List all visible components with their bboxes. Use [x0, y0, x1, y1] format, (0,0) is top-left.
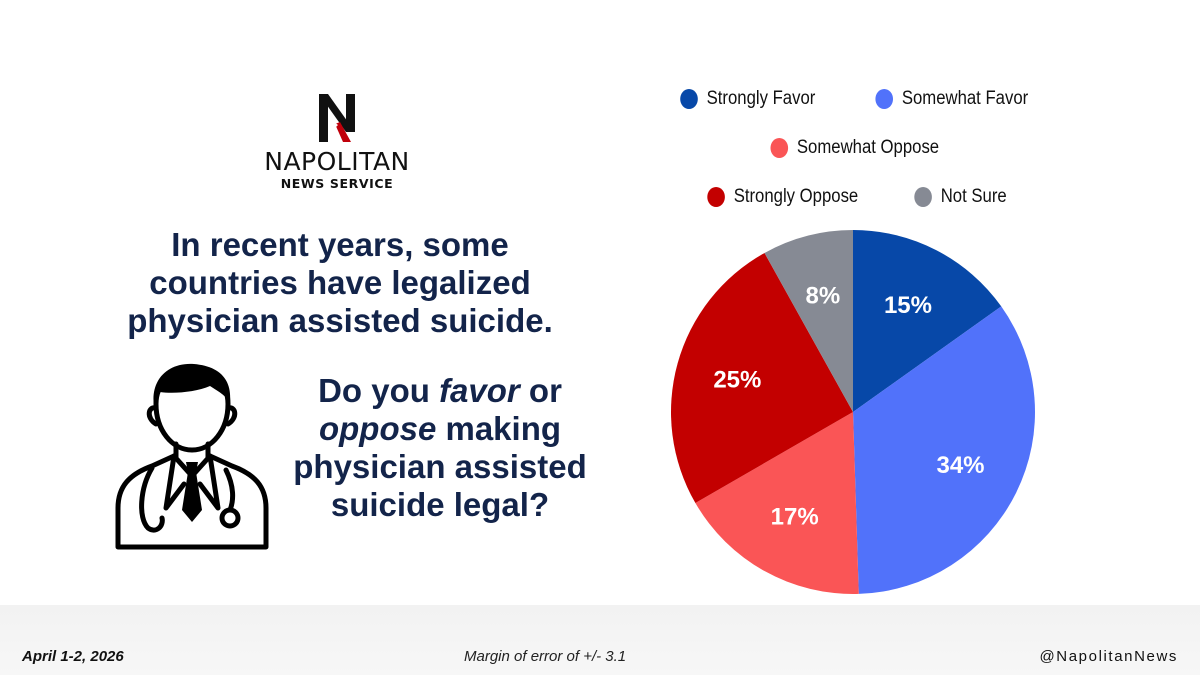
- doctor-icon: [115, 363, 269, 550]
- legend-item: Strongly Favor: [680, 87, 816, 110]
- legend-swatch: [875, 88, 893, 109]
- margin-of-error: Margin of error of +/- 3.1: [464, 648, 627, 665]
- legend-label: Somewhat Oppose: [797, 136, 940, 158]
- legend-item: Not Sure: [914, 185, 1007, 208]
- pie-data-label: 17%: [771, 503, 819, 530]
- napolitan-n-logo-icon: [319, 94, 355, 142]
- pie-data-label: 15%: [884, 292, 932, 319]
- legend-row: Somewhat Oppose: [620, 123, 1090, 172]
- pie-slice-strongly-favor: [853, 230, 1002, 412]
- brand-subtitle: NEWS SERVICE: [280, 176, 394, 191]
- legend-label: Not Sure: [940, 185, 1007, 207]
- footer-band: [0, 605, 1200, 675]
- legend-swatch: [914, 186, 933, 207]
- legend-item: Somewhat Oppose: [770, 136, 940, 159]
- brand-name: NAPOLITAN: [264, 147, 410, 176]
- pie-slice-strongly-oppose: [671, 252, 853, 503]
- pie-chart: 15% 34% 17% 25% 8%: [671, 230, 1035, 594]
- emphasis-favor: favor: [439, 372, 520, 409]
- pie-slice-somewhat-favor: [853, 306, 1035, 594]
- brand-logo: NAPOLITAN NEWS SERVICE: [262, 92, 412, 192]
- pie-data-label: 8%: [806, 282, 841, 309]
- legend-item: Strongly Oppose: [707, 186, 858, 208]
- legend-item: Somewhat Favor: [875, 88, 1028, 110]
- legend-label: Somewhat Favor: [901, 87, 1029, 109]
- chart-legend: Strongly Favor Somewhat Favor Somewhat Opp…: [620, 74, 1090, 221]
- pie-data-label: 25%: [713, 367, 761, 394]
- pie-data-label: 34%: [936, 452, 984, 479]
- emphasis-oppose: oppose: [318, 410, 437, 447]
- social-handle: @NapolitanNews: [1039, 648, 1178, 665]
- pie-slice-somewhat-oppose: [695, 412, 859, 594]
- pie-slice-not-sure: [764, 230, 853, 412]
- survey-date: April 1-2, 2026: [22, 648, 124, 665]
- survey-question: Do you favor or oppose making physician a…: [293, 372, 587, 523]
- legend-row: Strongly Favor Somewhat Favor: [620, 74, 1090, 123]
- legend-label: Strongly Favor: [707, 87, 816, 109]
- legend-swatch: [770, 137, 789, 158]
- legend-swatch: [707, 186, 725, 207]
- legend-row: Strongly Oppose Not Sure: [620, 172, 1090, 221]
- legend-swatch: [680, 88, 699, 109]
- headline: In recent years, some countries have leg…: [127, 226, 553, 339]
- legend-label: Strongly Oppose: [733, 185, 858, 207]
